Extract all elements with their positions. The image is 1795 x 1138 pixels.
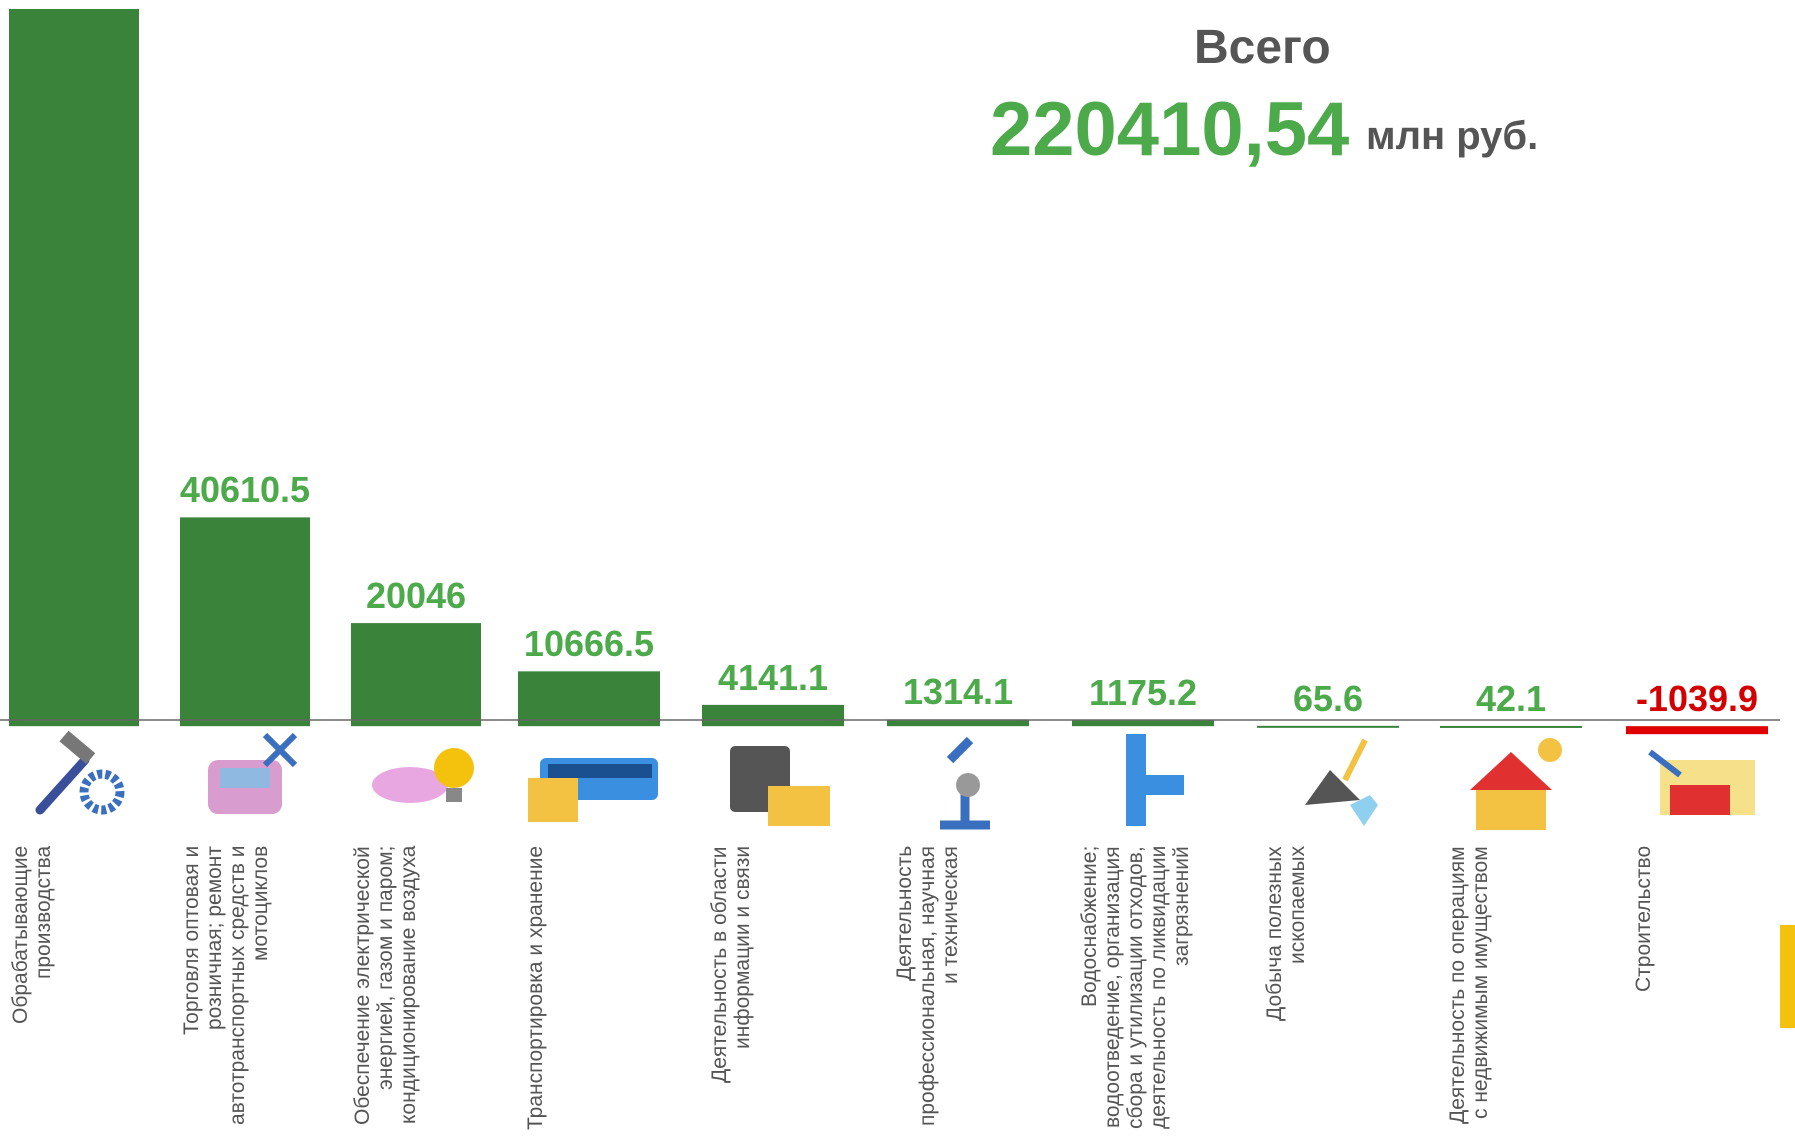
icons [40,731,1755,830]
bar [9,0,139,726]
category-label: Добыча полезных ископаемых [1263,846,1393,1136]
value-label: 4141.1 [693,657,853,699]
value-label: 1175.2 [1063,672,1223,714]
category-label: Деятельность профессиональная, научная и… [893,846,1023,1136]
category-label: Торговля оптовая и розничная; ремонт авт… [180,846,310,1136]
category-label: Обеспечение электрической энергией, газо… [351,846,481,1136]
category-label: Обрабатывающие производства [9,846,139,1136]
category-label: Водоснабжение; водоотведение, организаци… [1078,846,1208,1136]
total-unit: млн руб. [1366,114,1538,159]
side-accent [1780,925,1795,1028]
value-label: 42.1 [1431,678,1591,720]
bar [1626,726,1768,734]
value-label: 1314.1 [878,671,1038,713]
bar [1440,726,1582,728]
total-value: 220410,54 [990,86,1349,173]
value-label: 65.6 [1248,678,1408,720]
value-label: 20046 [336,575,496,617]
bar [180,517,310,726]
bar [702,705,844,726]
category-label: Транспортировка и хранение [524,846,654,1136]
category-label: Деятельность в области информации и связ… [708,846,838,1136]
bar [351,623,481,726]
bar [1072,720,1214,726]
category-label: Строительство [1632,846,1762,1136]
category-label: Деятельность по операциям с недвижимым и… [1446,846,1576,1136]
value-label: 10666.5 [509,623,669,665]
bar [518,671,660,726]
value-label: -1039.9 [1617,678,1777,720]
bar [1257,726,1399,728]
chart-title: Всего [1194,20,1331,75]
value-label: 40610.5 [165,469,325,511]
page: Всего 220410,54 млн руб. Обрабатывающие … [0,0,1795,1138]
